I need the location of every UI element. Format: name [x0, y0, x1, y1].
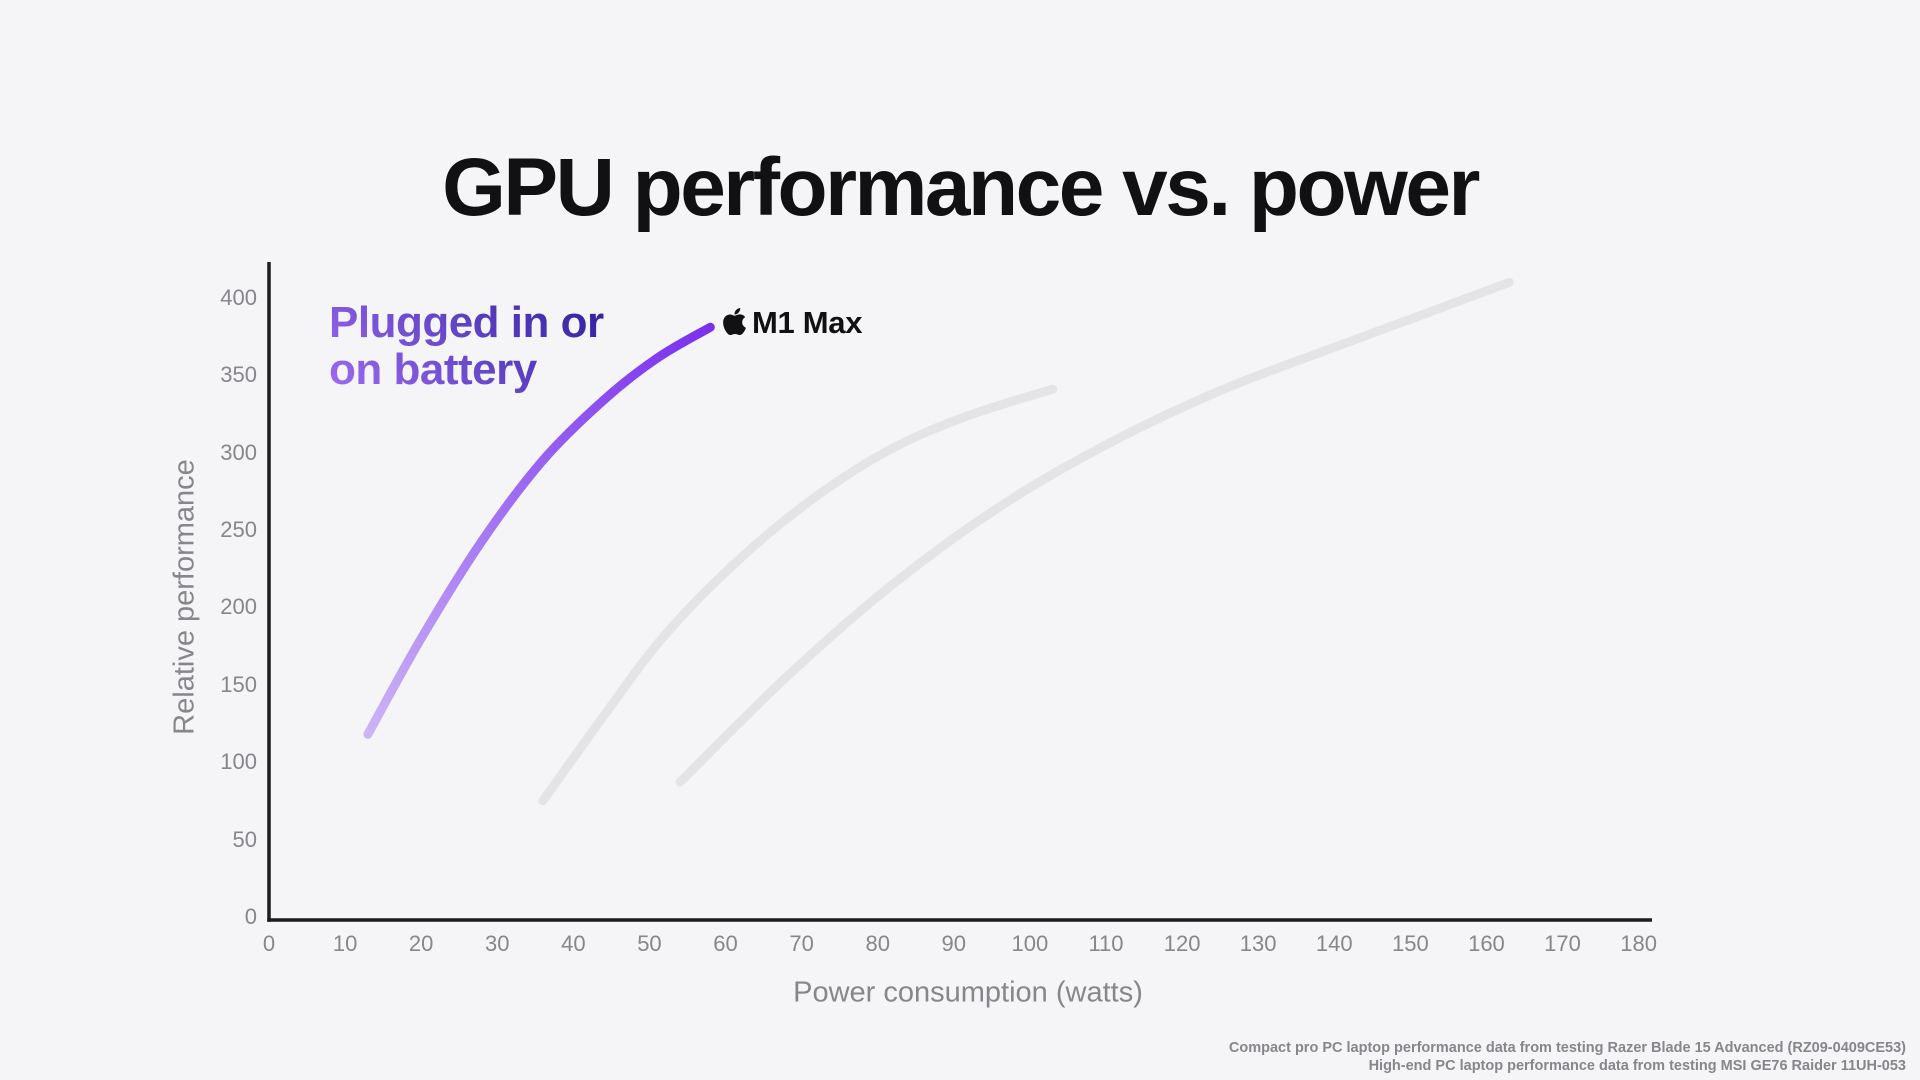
x-tick-label: 100	[1011, 931, 1049, 956]
x-tick-label: 150	[1391, 931, 1429, 956]
y-tick-label: 350	[220, 362, 257, 388]
y-tick-label: 150	[220, 671, 257, 697]
x-tick-label: 140	[1315, 931, 1353, 956]
x-tick-label: 60	[713, 931, 738, 956]
x-tick-label: 160	[1468, 931, 1505, 956]
y-tick-label: 300	[220, 439, 257, 465]
footnotes: Compact pro PC laptop performance data f…	[1229, 1040, 1906, 1075]
y-tick-label: 0	[244, 904, 257, 929]
x-tick-label: 10	[332, 931, 358, 956]
x-tick-label: 20	[408, 931, 434, 956]
x-tick-label: 30	[485, 931, 510, 956]
curve-pc-laptop-0	[538, 384, 1058, 806]
x-tick-label: 130	[1239, 931, 1277, 956]
annotation-line2: on battery	[329, 344, 537, 394]
m1-max-point-label: M1 Max	[722, 305, 862, 341]
m1-max-label-text: M1 Max	[752, 305, 863, 340]
x-tick-label: 70	[789, 931, 814, 956]
x-tick-label: 180	[1620, 931, 1657, 956]
chart-title: GPU performance vs. power	[442, 141, 1480, 233]
footnote-line2: High-end PC laptop performance data from…	[1368, 1057, 1906, 1074]
x-tick-label: 110	[1088, 931, 1124, 956]
y-tick-label: 400	[220, 284, 257, 310]
x-axis-title: Power consumption (watts)	[793, 976, 1143, 1009]
x-tick-label: 0	[262, 931, 276, 956]
curve-m1-max	[363, 322, 715, 739]
y-tick-label: 200	[220, 594, 257, 620]
series-annotation: Plugged in or on battery	[329, 300, 604, 393]
x-tick-label: 120	[1163, 931, 1201, 956]
y-axis-title: Relative performance	[168, 459, 201, 735]
x-tick-label: 80	[865, 931, 890, 956]
footnote-line1: Compact pro PC laptop performance data f…	[1228, 1040, 1906, 1056]
annotation-line1: Plugged in or	[329, 298, 604, 347]
y-tick-label: 100	[220, 749, 257, 775]
y-tick-label: 50	[232, 826, 257, 852]
x-tick-label: 170	[1544, 931, 1581, 956]
y-tick-label: 250	[220, 517, 257, 542]
curve-pc-laptop-1	[675, 277, 1514, 787]
apple-logo-icon	[723, 307, 746, 335]
x-tick-label: 90	[941, 931, 967, 956]
x-tick-label: 40	[561, 931, 586, 956]
x-tick-label: 50	[637, 931, 662, 956]
